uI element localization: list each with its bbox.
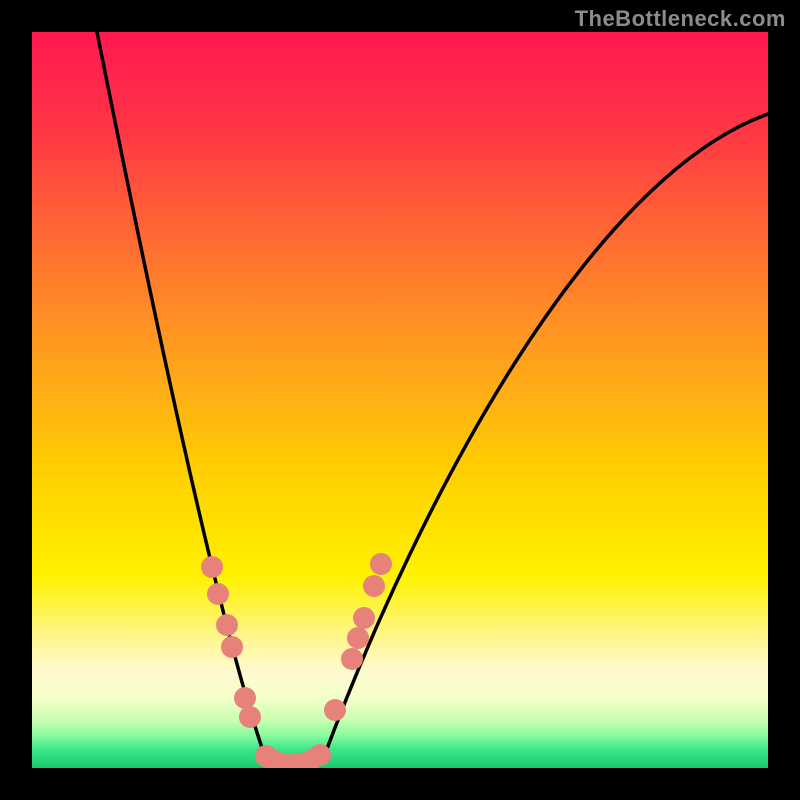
curve-marker [234, 687, 256, 709]
gradient-background [32, 32, 768, 768]
curve-marker [239, 706, 261, 728]
curve-marker [216, 614, 238, 636]
plot-area [32, 32, 768, 768]
curve-marker [347, 627, 369, 649]
curve-marker [201, 556, 223, 578]
curve-marker [324, 699, 346, 721]
watermark-text: TheBottleneck.com [575, 6, 786, 32]
curve-marker [363, 575, 385, 597]
curve-marker [207, 583, 229, 605]
curve-marker [370, 553, 392, 575]
chart-svg [32, 32, 768, 768]
chart-outer-frame: TheBottleneck.com [0, 0, 800, 800]
curve-marker [353, 607, 375, 629]
curve-marker [309, 744, 331, 766]
curve-marker [221, 636, 243, 658]
curve-marker [341, 648, 363, 670]
